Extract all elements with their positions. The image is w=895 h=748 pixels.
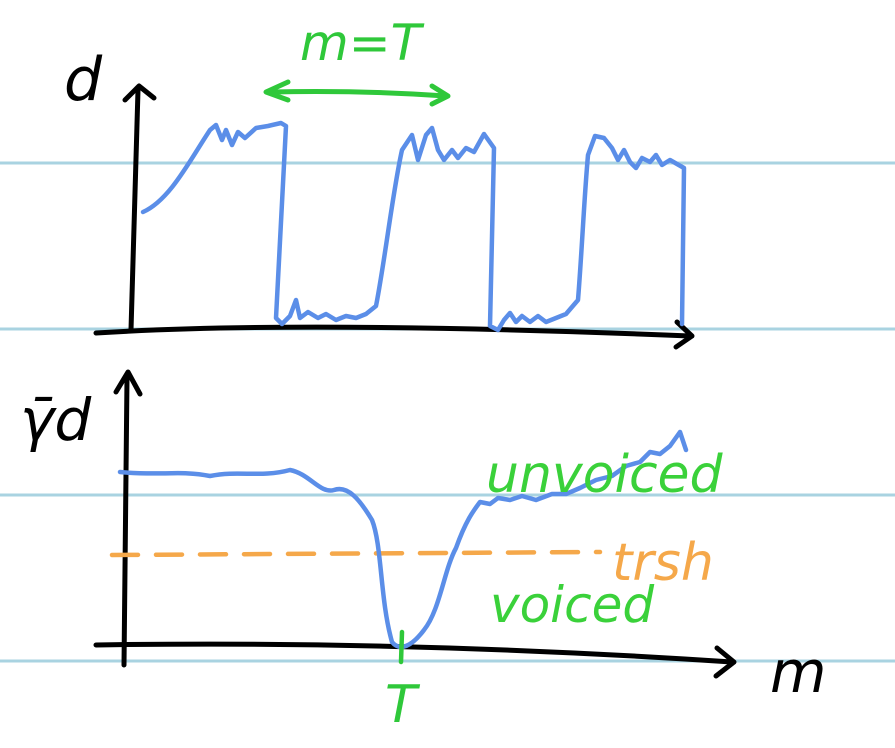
period-arrowhead-left	[263, 79, 291, 103]
bottom-x-axis-label: m	[770, 638, 827, 706]
unvoiced-label: unvoiced	[486, 445, 724, 505]
x-tick-label-t: T	[385, 675, 421, 735]
t-tick-mark	[398, 629, 405, 665]
period-double-arrow	[269, 89, 449, 99]
bottom-x-arrowhead	[713, 645, 737, 679]
bottom-plot: T m γ̄d unvoiced trsh voiced	[20, 369, 827, 735]
voiced-label: voiced	[490, 576, 654, 634]
bottom-x-axis	[93, 641, 735, 665]
top-x-arrowhead	[673, 319, 695, 350]
top-y-axis-label: d	[64, 45, 103, 115]
period-arrowhead-right	[429, 83, 451, 107]
period-label: m=T	[300, 14, 425, 72]
bottom-y-axis-label: γ̄d	[20, 386, 92, 454]
top-signal-curve	[140, 120, 687, 333]
bottom-signal-curve	[117, 429, 689, 650]
top-x-axis	[93, 324, 693, 339]
threshold-label: trsh	[612, 533, 714, 593]
bottom-y-arrowhead	[113, 369, 143, 397]
bottom-y-axis	[121, 375, 130, 668]
top-y-arrowhead	[122, 83, 157, 103]
top-y-axis	[128, 87, 141, 333]
threshold-line	[109, 549, 603, 558]
top-plot: m=T d	[64, 14, 695, 350]
